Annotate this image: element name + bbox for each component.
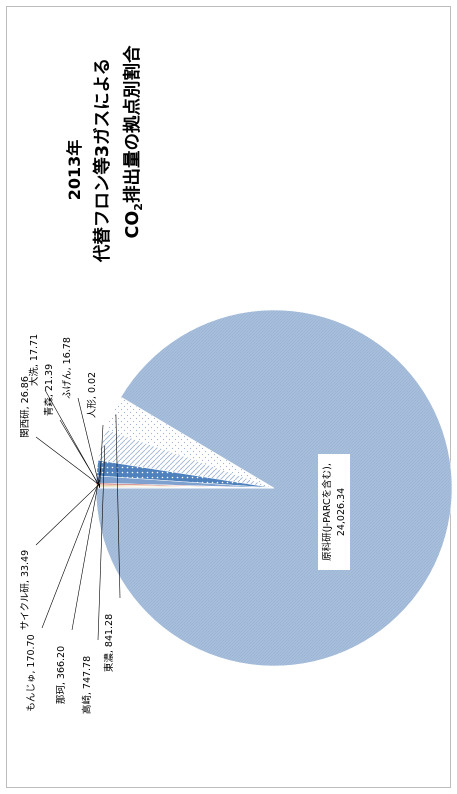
slice-label: 那珂, 366.20	[56, 646, 67, 704]
leader-line	[77, 397, 100, 488]
chart-title-line2: 代替フロン等3ガスによる	[92, 58, 113, 263]
slice-label-name: 原科研(J-PARCを含む),	[321, 463, 333, 561]
slice-label: 青森, 21.39	[43, 364, 55, 416]
slice-label: もんじゅ, 170.70	[26, 634, 37, 711]
slice-label: 東濃, 841.28	[103, 614, 115, 672]
slice-label: 関西研, 26.86	[20, 376, 31, 438]
chart-title-line3: CO2排出量の拠点別割合	[122, 45, 145, 238]
leader-line	[99, 424, 104, 489]
leader-line	[35, 483, 100, 546]
leader-line	[35, 436, 100, 486]
slice-label: ふげん, 16.78	[62, 337, 73, 399]
slice-label: 高崎, 747.78	[81, 656, 93, 714]
slice-label: 人形, 0.02	[86, 372, 98, 418]
leader-line	[41, 479, 101, 629]
leader-line	[97, 445, 106, 641]
svg-text:代替フロン等3ガスによる: 代替フロン等3ガスによる	[92, 58, 113, 263]
leader-line	[115, 414, 121, 599]
leader-line	[44, 389, 100, 488]
title-co: CO	[123, 211, 143, 239]
chart-frame	[6, 6, 451, 788]
title-sub: 2	[132, 203, 145, 211]
title-rest: 排出量の拠点別割合	[122, 45, 143, 203]
slice-label-background	[318, 454, 350, 570]
slice-label: サイクル研, 33.49	[20, 550, 31, 630]
chart-title-line1: 2013年	[65, 140, 84, 201]
svg-text:2013年: 2013年	[65, 140, 84, 201]
leader-line	[71, 468, 101, 631]
slice-label-value: 24,026.34	[336, 488, 347, 536]
slice-label: 大洗, 17.71	[28, 334, 40, 386]
svg-text:CO2排出量の拠点別割合: CO2排出量の拠点別割合	[122, 45, 145, 238]
slice-label-box: 原科研(J-PARCを含む), 24,026.34	[318, 454, 350, 570]
